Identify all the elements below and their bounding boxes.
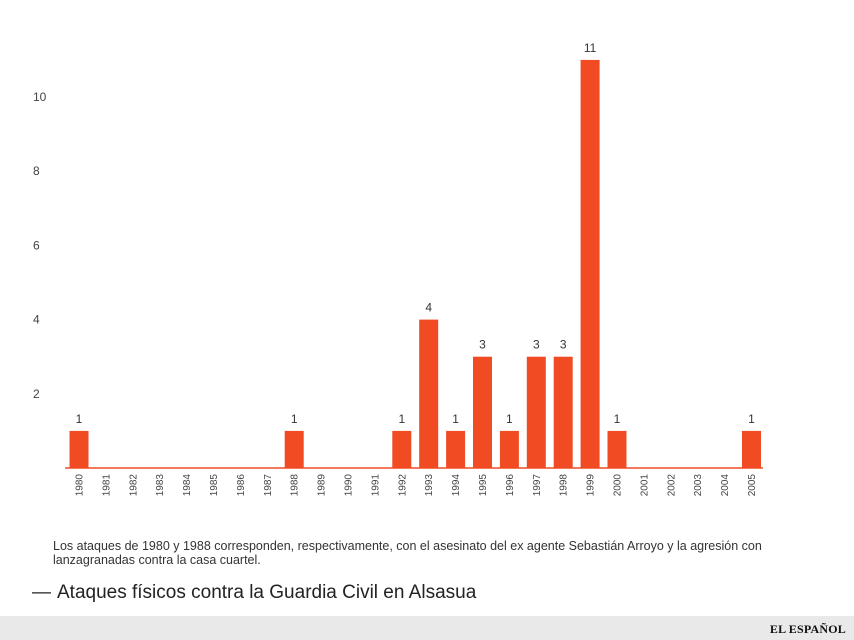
bar-1996 <box>499 430 519 468</box>
bar-1988 <box>284 430 304 468</box>
data-label-1993: 4 <box>425 301 432 315</box>
x-tick-label: 1984 <box>182 474 193 497</box>
bar-1992 <box>392 430 412 468</box>
data-label-1997: 3 <box>533 338 540 352</box>
x-tick-label: 1997 <box>532 474 543 497</box>
bar-2005 <box>742 430 761 468</box>
x-tick-label: 1995 <box>478 474 489 497</box>
y-tick-label: 6 <box>33 238 40 252</box>
x-axis: 1980 1981 1982 1983 1984 1985 1986 1987 1988 1989… <box>75 474 759 497</box>
data-label-1996: 1 <box>506 412 513 426</box>
bar-1980 <box>69 430 89 468</box>
bar-1999 <box>580 59 600 469</box>
x-tick-label: 2002 <box>666 474 677 497</box>
y-tick-label: 4 <box>33 313 40 327</box>
caption-dash: — <box>32 582 51 603</box>
data-label-1988: 1 <box>291 412 298 426</box>
x-tick-label: 1996 <box>505 474 516 497</box>
footer-bar: EL ESPAÑOL <box>0 616 854 640</box>
x-tick-label: 2000 <box>613 474 624 497</box>
data-label-1998: 3 <box>560 338 567 352</box>
x-tick-label: 2003 <box>693 474 704 497</box>
x-tick-label: 1991 <box>370 474 381 497</box>
brand-logo: EL ESPAÑOL <box>769 622 846 636</box>
data-label-1980: 1 <box>76 412 83 426</box>
y-axis: 2 4 6 8 10 <box>33 90 47 401</box>
x-tick-label: 1985 <box>209 474 220 497</box>
y-tick-label: 2 <box>33 387 40 401</box>
data-label-1992: 1 <box>398 412 405 426</box>
x-tick-label: 1993 <box>424 474 435 497</box>
caption-text: Ataques físicos contra la Guardia Civil … <box>57 582 477 603</box>
x-tick-label: 1990 <box>344 474 355 497</box>
y-tick-label: 10 <box>33 90 47 104</box>
chart-note: Los ataques de 1980 y 1988 corresponden,… <box>53 539 762 567</box>
bar-1998 <box>553 356 573 468</box>
x-tick-label: 1992 <box>397 474 408 497</box>
data-label-2005: 1 <box>748 412 755 426</box>
x-tick-label: 2004 <box>720 474 731 497</box>
chart-caption: — Ataques físicos contra la Guardia Civil… <box>32 582 476 604</box>
bar-1997 <box>526 356 546 468</box>
x-tick-label: 1982 <box>128 474 139 497</box>
bar-series <box>69 59 761 469</box>
x-tick-label: 1998 <box>559 474 570 497</box>
x-tick-label: 1987 <box>263 474 274 497</box>
x-tick-label: 1983 <box>155 474 166 497</box>
data-label-1999: 11 <box>584 41 597 55</box>
x-tick-label: 1980 <box>75 474 86 497</box>
x-tick-label: 1988 <box>290 474 301 497</box>
x-tick-label: 2001 <box>639 474 650 497</box>
data-label-2000: 1 <box>614 412 621 426</box>
x-tick-label: 1981 <box>101 474 112 497</box>
bar-2000 <box>607 430 627 468</box>
data-label-1995: 3 <box>479 338 486 352</box>
y-tick-label: 8 <box>33 164 40 178</box>
x-tick-label: 1986 <box>236 474 247 497</box>
data-label-1994: 1 <box>452 412 459 426</box>
bar-1995 <box>473 356 492 468</box>
x-tick-label: 2005 <box>747 474 758 497</box>
x-tick-label: 1999 <box>586 474 597 497</box>
x-tick-label: 1994 <box>451 474 462 497</box>
bar-1994 <box>446 430 466 468</box>
bar-1993 <box>419 319 439 468</box>
x-tick-label: 1989 <box>317 474 328 497</box>
